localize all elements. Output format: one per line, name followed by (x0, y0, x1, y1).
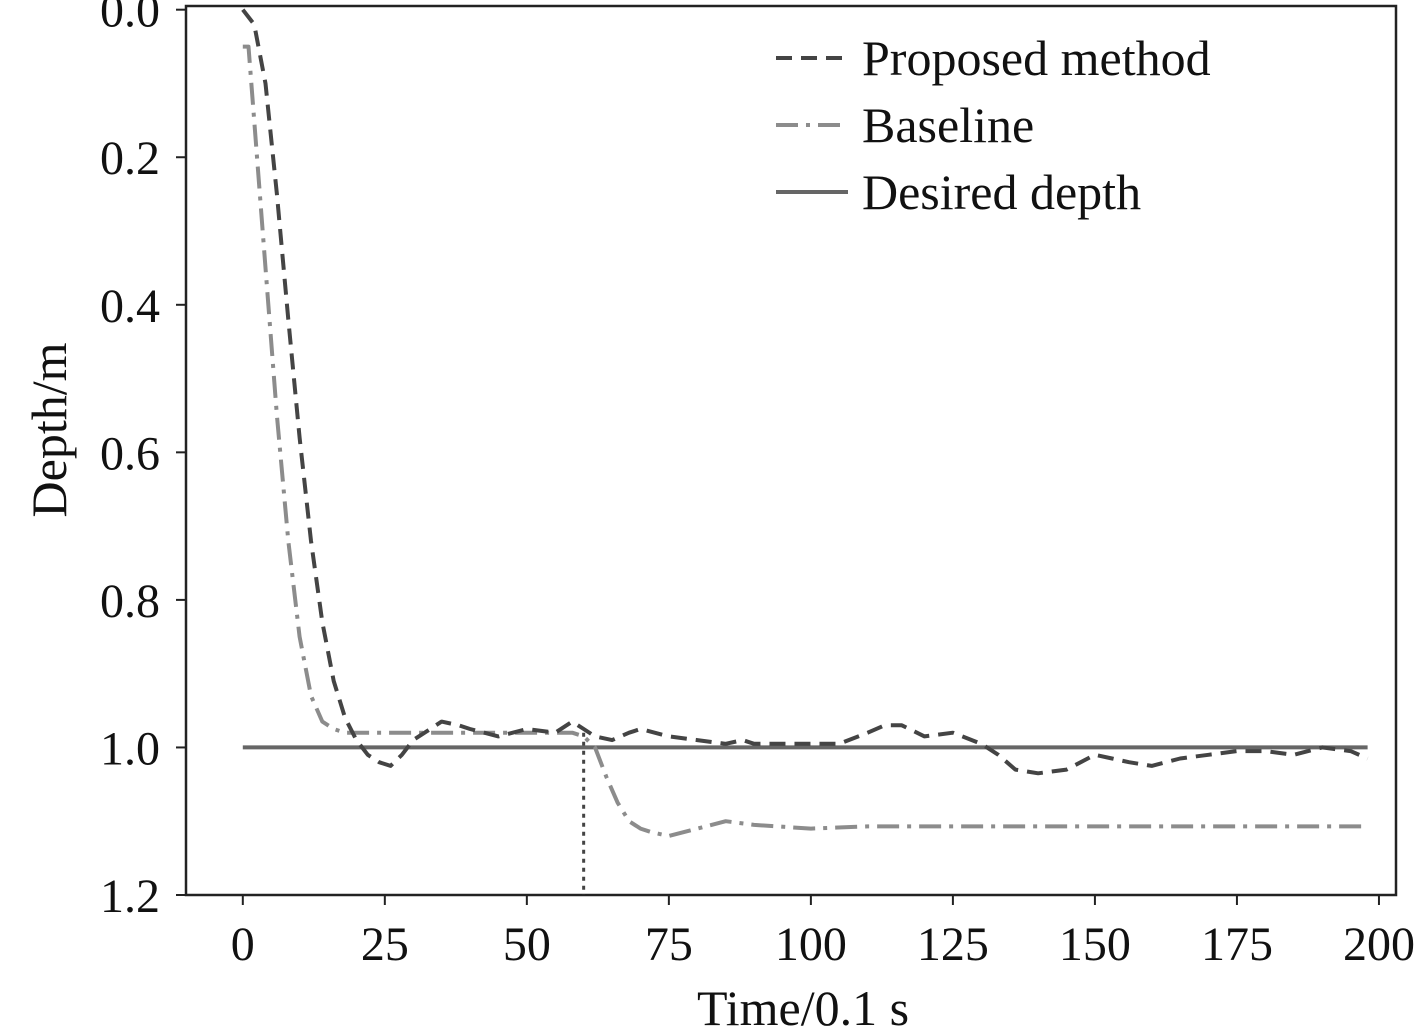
x-tick-label: 125 (917, 918, 989, 971)
legend-label: Desired depth (862, 164, 1141, 220)
x-tick-label: 50 (503, 918, 551, 971)
x-tick-label: 150 (1059, 918, 1131, 971)
x-tick-label: 25 (361, 918, 409, 971)
series-line-proposed-method (241, 8, 1369, 776)
x-axis-title: Time/0.1 s (697, 980, 909, 1032)
x-tick-label: 175 (1201, 918, 1273, 971)
x-tick-label: 200 (1343, 918, 1415, 971)
x-tick-label: 100 (775, 918, 847, 971)
y-tick-label: 0.6 (100, 427, 160, 480)
x-ticks: 0 25 50 75 100 125 150 175 200 (231, 895, 1415, 971)
y-tick-label: 0.8 (100, 575, 160, 628)
plot-frame (184, 4, 1398, 897)
x-tick-label: 0 (231, 918, 255, 971)
y-tick-label: 0.2 (100, 132, 160, 185)
y-tick-label: 1.0 (100, 722, 160, 775)
y-tick-label: 0.4 (100, 280, 160, 333)
y-axis-title: Depth/m (21, 342, 77, 517)
legend-label: Proposed method (862, 30, 1211, 86)
x-tick-label: 75 (645, 918, 693, 971)
y-tick-label: 0.0 (100, 0, 160, 38)
legend: Proposed method Baseline Desired depth (776, 30, 1211, 220)
legend-label: Baseline (862, 97, 1034, 153)
series-line-baseline (242, 44, 1368, 838)
y-ticks: 0.0 0.2 0.4 0.6 0.8 1.0 1.2 (100, 0, 186, 923)
series-layer (241, 8, 1369, 838)
y-tick-label: 1.2 (100, 870, 160, 923)
